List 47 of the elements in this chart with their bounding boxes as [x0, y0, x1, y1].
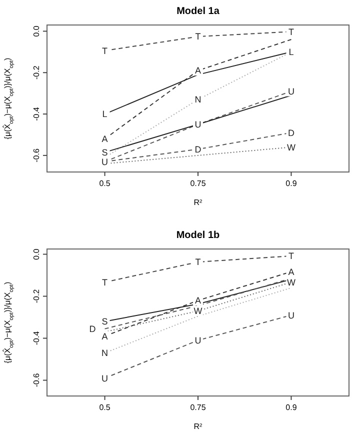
x-axis-title: R² — [194, 198, 203, 207]
x-tick-label: 0.5 — [99, 179, 111, 188]
text: A — [288, 266, 294, 277]
y-tick-label: 0.0 — [32, 248, 41, 260]
x-tick-label: 0.9 — [286, 403, 298, 412]
series-label: T — [288, 251, 294, 262]
series-label: A — [194, 66, 202, 76]
text: T — [195, 32, 201, 42]
series-label: L — [288, 47, 294, 58]
x-tick-label: 0.75 — [190, 403, 206, 412]
chart-title: Model 1a — [176, 6, 220, 17]
y-tick-label: -0.4 — [32, 330, 41, 346]
x-tick-label: 0.75 — [190, 179, 206, 188]
y-tick-label: -0.2 — [32, 288, 41, 304]
series-label: W — [286, 277, 296, 288]
chart-title: Model 1b — [176, 230, 220, 241]
text: U — [288, 310, 294, 320]
text: A — [102, 331, 108, 342]
y-tick-label: -0.6 — [32, 372, 41, 388]
y-tick-label: -0.4 — [32, 106, 41, 121]
series-label: N — [102, 348, 108, 358]
x-axis-title: R² — [194, 422, 203, 431]
x-tick-label: 0.5 — [99, 403, 111, 412]
y-tick-label: -0.2 — [32, 65, 41, 80]
text: A — [102, 134, 108, 144]
text: U — [102, 373, 108, 384]
series-label: N — [194, 94, 202, 105]
series-label: A — [194, 296, 202, 306]
series-label: U — [194, 120, 202, 130]
series-label: S — [102, 147, 108, 158]
text: T — [195, 257, 201, 268]
text: U — [288, 86, 294, 96]
text: U — [102, 156, 108, 167]
text: T — [102, 277, 108, 288]
y-tick-label: -0.6 — [32, 148, 41, 162]
text: L — [102, 109, 108, 120]
text: W — [194, 306, 202, 316]
series-label: D — [288, 128, 295, 138]
text: T — [102, 46, 108, 56]
x-tick-label: 0.9 — [286, 179, 298, 188]
series-label: U — [194, 336, 202, 346]
y-tick-label: 0.0 — [32, 25, 41, 37]
series-label: D — [89, 324, 96, 334]
series-label: T — [288, 26, 294, 37]
text: D — [194, 144, 202, 154]
series-label: W — [286, 142, 296, 152]
series-label: S — [102, 316, 108, 327]
